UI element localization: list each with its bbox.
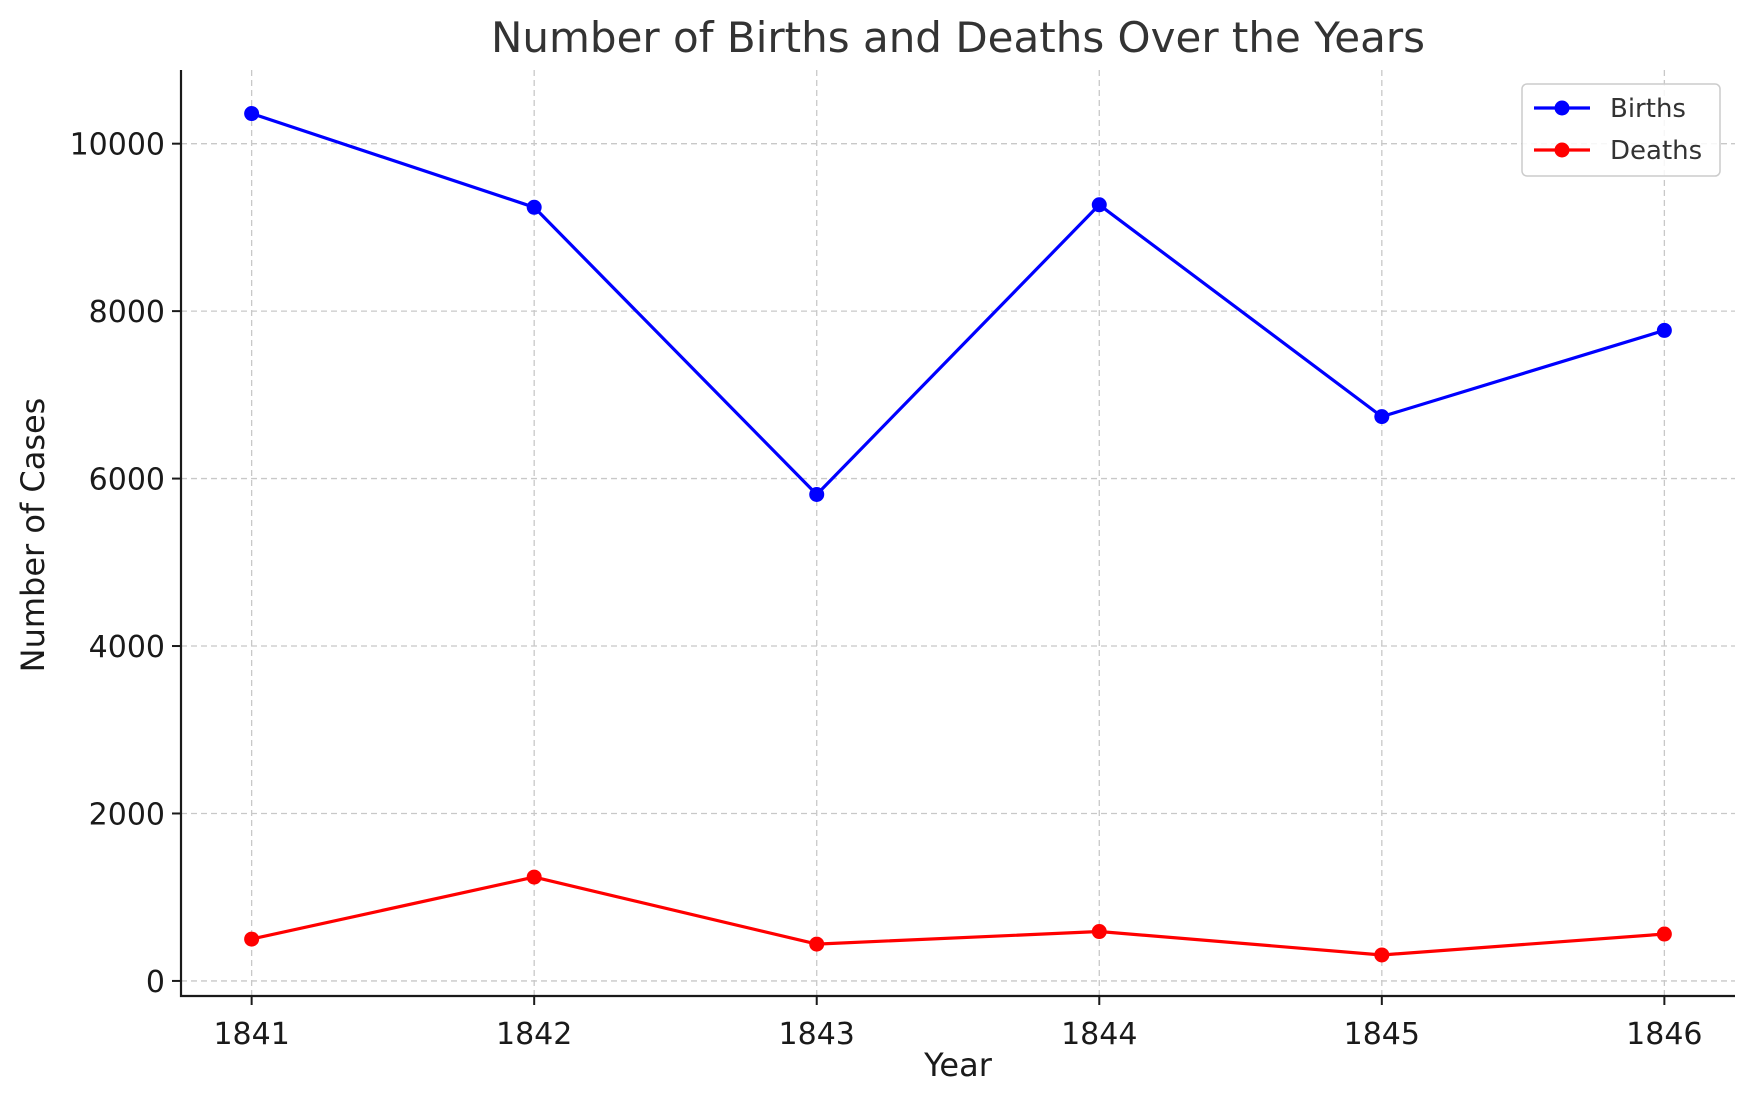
x-tick-label: 1844 — [1061, 1017, 1137, 1052]
births-point — [244, 106, 260, 122]
legend-marker-deaths — [1554, 142, 1570, 158]
deaths-point — [244, 931, 260, 947]
y-tick-label: 0 — [146, 965, 165, 1000]
x-axis-label: Year — [923, 1046, 993, 1084]
deaths-series — [244, 869, 1672, 963]
axis-spines — [179, 70, 1735, 998]
y-tick-label: 6000 — [89, 463, 165, 498]
y-axis-label: Number of Cases — [14, 398, 52, 673]
grid-lines — [181, 70, 1735, 996]
y-tick-label: 4000 — [89, 630, 165, 665]
births-line — [251, 112, 1665, 497]
births-point — [1091, 197, 1107, 213]
legend-label-births: Births — [1610, 94, 1686, 124]
x-tick-label: 1846 — [1626, 1017, 1702, 1052]
births-series — [244, 106, 1672, 502]
births-point — [1374, 409, 1390, 425]
deaths-point — [809, 936, 825, 952]
deaths-point — [1656, 926, 1672, 942]
legend: Births Deaths — [1521, 83, 1721, 177]
deaths-line — [251, 875, 1665, 957]
births-point — [1656, 322, 1672, 338]
legend-label-deaths: Deaths — [1610, 136, 1702, 166]
x-tick-label: 1841 — [213, 1017, 289, 1052]
y-tick-label: 2000 — [89, 797, 165, 832]
x-tick-label: 1842 — [496, 1017, 572, 1052]
births-point — [526, 199, 542, 215]
legend-marker-births — [1554, 100, 1570, 116]
x-tick-label: 1845 — [1344, 1017, 1420, 1052]
axes: 0 2000 4000 6000 8000 10000 1841 1842 1843 1844 18… — [70, 70, 1735, 1052]
births-point — [809, 486, 825, 502]
y-tick-label: 8000 — [89, 295, 165, 330]
x-tick-label: 1843 — [779, 1017, 855, 1052]
chart-title: Number of Births and Deaths Over the Yea… — [491, 13, 1425, 62]
deaths-point — [1374, 947, 1390, 963]
series-layer — [244, 106, 1672, 963]
deaths-point — [1091, 924, 1107, 940]
deaths-point — [526, 869, 542, 885]
y-tick-label: 10000 — [70, 128, 165, 163]
